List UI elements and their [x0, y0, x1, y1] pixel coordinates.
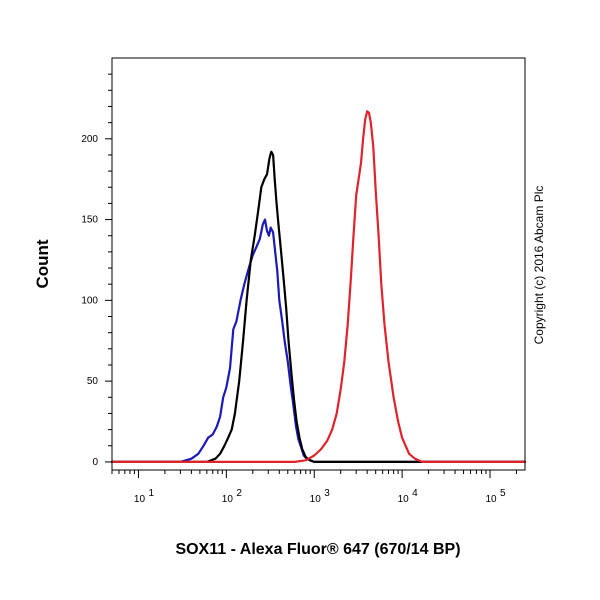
- histogram-line-2: [110, 150, 527, 463]
- copyright-text: Copyright (c) 2016 Abcam Plc: [532, 186, 546, 345]
- x-tick-exponent: 1: [148, 488, 154, 499]
- x-tick-exponent: 3: [324, 488, 330, 499]
- x-tick-exponent: 2: [236, 488, 242, 499]
- y-tick-label: 50: [87, 376, 99, 387]
- x-tick-exponent: 4: [412, 488, 418, 499]
- x-tick-label: 10: [485, 494, 497, 505]
- x-tick-exponent: 5: [500, 488, 506, 499]
- y-tick-label: 150: [81, 215, 98, 226]
- x-tick-label: 10: [398, 494, 410, 505]
- y-tick-label: 200: [81, 134, 98, 145]
- x-tick-label: 10: [310, 494, 322, 505]
- plot-frame: [111, 57, 526, 471]
- histogram-line-3: [110, 110, 527, 463]
- y-tick-label: 0: [92, 457, 98, 468]
- x-axis-title: SOX11 - Alexa Fluor® 647 (670/14 BP): [175, 541, 460, 558]
- x-tick-label: 10: [134, 494, 146, 505]
- y-tick-label: 100: [81, 295, 98, 306]
- y-axis: 0 50 100 150 200: [81, 73, 112, 468]
- histogram-series: [110, 110, 527, 463]
- x-tick-label: 10: [222, 494, 234, 505]
- histogram-line-1: [110, 218, 527, 463]
- y-axis-title: Count: [33, 239, 52, 288]
